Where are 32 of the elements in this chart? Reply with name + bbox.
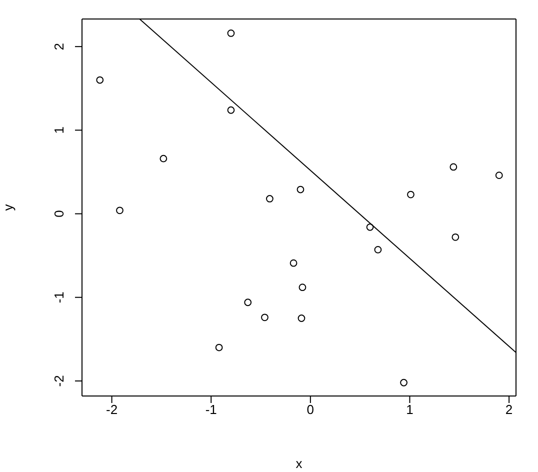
x-axis-title: x bbox=[296, 456, 303, 471]
point bbox=[96, 76, 104, 84]
point bbox=[374, 246, 382, 254]
y-tick-label: 2 bbox=[52, 42, 67, 50]
y-axis-title: y bbox=[0, 204, 16, 211]
point bbox=[407, 190, 414, 198]
point bbox=[116, 206, 124, 214]
point bbox=[290, 259, 298, 267]
y-tick-label: -1 bbox=[52, 292, 67, 304]
point bbox=[296, 186, 304, 194]
point bbox=[366, 223, 374, 231]
y-tick-label: 1 bbox=[52, 126, 67, 134]
point bbox=[261, 314, 268, 322]
point bbox=[215, 344, 223, 352]
point bbox=[227, 106, 235, 114]
x-tick-label: -2 bbox=[106, 402, 118, 418]
x-tick-label: 1 bbox=[406, 402, 414, 418]
x-tick-label: 0 bbox=[306, 402, 314, 418]
point bbox=[298, 314, 306, 322]
point bbox=[244, 298, 252, 306]
point bbox=[266, 195, 274, 202]
x-tick-label: 2 bbox=[505, 402, 513, 418]
point bbox=[495, 172, 503, 180]
x-tick-label: -1 bbox=[205, 402, 217, 418]
point bbox=[227, 30, 235, 37]
point bbox=[160, 154, 168, 162]
y-tick-label: -2 bbox=[52, 375, 67, 387]
point bbox=[452, 233, 460, 241]
point bbox=[450, 163, 458, 171]
y-tick-label: 0 bbox=[52, 210, 67, 218]
point bbox=[400, 378, 408, 386]
point bbox=[298, 284, 306, 292]
